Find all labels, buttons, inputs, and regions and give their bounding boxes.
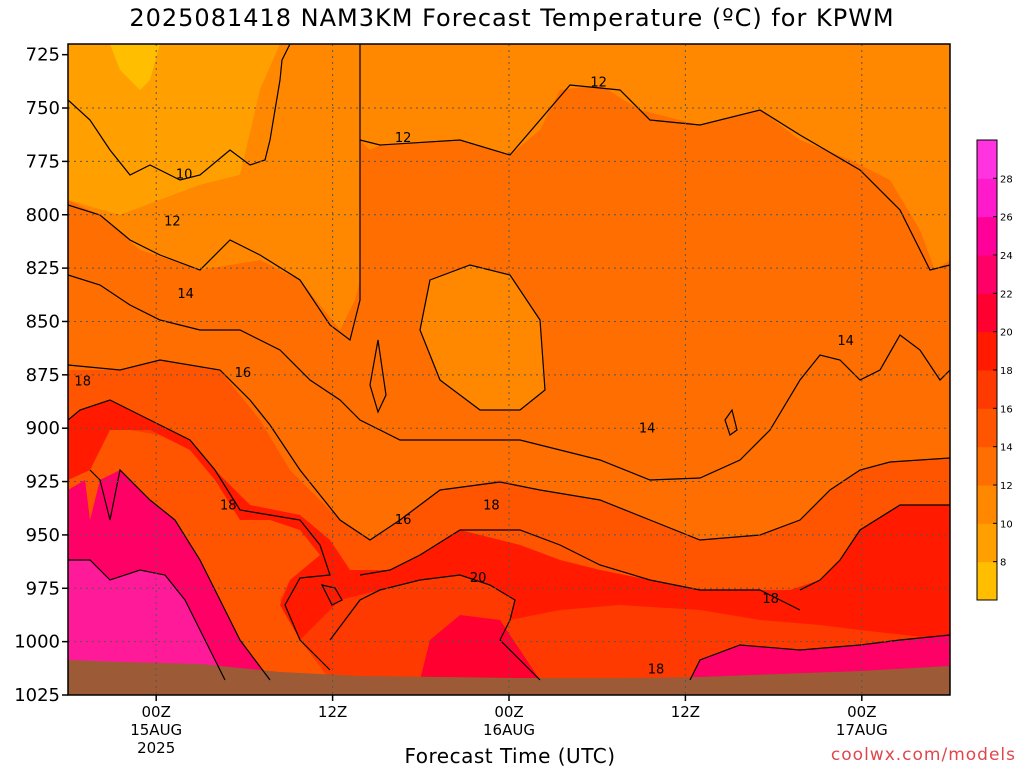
grid-lines [68,44,950,695]
colorbar-tick-label: 28 [1000,174,1013,185]
contour-label: 12 [395,131,412,146]
ground [68,660,950,695]
band-10-upper [68,44,950,270]
y-tick-label: 850 [26,311,60,332]
colorbar-tick-label: 20 [1000,328,1013,339]
band-24 [68,560,225,680]
colorbar-tick-label: 18 [1000,366,1013,377]
contour-24 [68,559,226,681]
colorbar-segment [977,370,997,409]
y-axis: 725 750 775 800 825 850 875 900 925 950 975 1000 102… [14,45,68,706]
contour-small-3 [320,584,343,606]
contour-label: 16 [235,366,252,381]
y-tick-label: 825 [26,258,60,279]
y-tick-label: 975 [26,578,60,599]
y-tick-label: 775 [26,151,60,172]
y-tick-label: 1000 [14,632,60,653]
contour-10 [68,44,291,181]
contour-label: 20 [470,571,487,586]
colorbar-segment [977,523,997,563]
contour-label: 18 [762,592,779,607]
contour-label: 12 [164,214,181,229]
contour-label: 14 [177,287,194,302]
contour-18-mid [359,529,801,611]
y-tick-label: 1025 [14,685,60,706]
band-20-dome [420,615,540,680]
contour-label: 14 [639,421,656,436]
band-14-left [68,270,950,540]
contour-18-left [68,399,331,671]
y-tick-label: 925 [26,472,60,493]
band-12-island [420,265,545,410]
contour-label: 18 [648,663,665,678]
contour-small-1 [369,339,387,414]
band-10-left [68,44,280,215]
contour-label: 10 [176,167,193,182]
colorbar-segment [977,216,997,256]
band-16-band [68,400,950,670]
x-tick-label: 16AUG [483,721,535,739]
chart-title: 2025081418 NAM3KM Forecast Temperature (… [129,4,895,32]
y-tick-label: 725 [26,45,60,66]
colorbar-segment [977,255,997,294]
colorbar-tick-label: 22 [1000,289,1013,300]
x-tick-label: 00Z [142,703,171,721]
y-tick-label: 900 [26,418,60,439]
colorbar-tick-label: 12 [1000,481,1013,492]
x-tick-label: 17AUG [836,721,888,739]
contour-lines [68,44,950,681]
contour-small-2 [724,408,738,436]
colorbar-tick-label: 8 [1000,558,1006,569]
colorbar-segment [977,485,997,524]
colorbar-segment [977,140,997,179]
contour-labels: 10 12 14 16 18 18 12 12 16 18 20 14 14 18 18 [74,76,853,678]
colorbar-tick-label: 10 [1000,519,1013,530]
x-tick-label: 15AUG [130,721,182,739]
colorbar-segment [977,178,997,218]
contour-label: 12 [590,76,607,91]
y-tick-label: 750 [26,98,60,119]
contour-label: 16 [395,513,412,528]
contour-label: 18 [74,375,91,390]
colorbar-segment [977,408,997,448]
contour-18-right [799,504,950,591]
x-axis-title: Forecast Time (UTC) [404,744,616,768]
colorbar-segment [977,331,997,371]
contour-20-right [689,634,950,681]
colorbar-segment [977,561,997,601]
colorbar-segment [977,446,997,486]
credit-link[interactable]: coolwx.com/models [830,745,1016,765]
x-tick-label: 12Z [318,703,347,721]
y-tick-label: 950 [26,525,60,546]
colorbar-segment [977,293,997,333]
x-tick-label: 00Z [494,703,523,721]
y-tick-label: 800 [26,205,60,226]
contour-label: 18 [220,498,237,513]
x-tick-label: 12Z [671,703,700,721]
contour-12-island [419,264,546,411]
colorbar: 28 26 24 22 20 18 16 14 12 10 8 [976,139,1013,601]
contour-12-upper [359,84,950,271]
contour-22 [89,468,271,681]
contour-label: 18 [483,498,500,513]
band-8 [110,44,160,90]
colorbar-tick-label: 16 [1000,404,1013,415]
colorbar-tick-label: 26 [1000,213,1013,224]
x-tick-label: 00Z [847,703,876,721]
plot-area [68,44,950,695]
colorbar-tick-label: 14 [1000,443,1013,454]
contour-14-left [68,274,950,481]
colorbar-tick-label: 24 [1000,251,1013,262]
contour-20 [329,574,541,681]
y-tick-label: 875 [26,365,60,386]
contour-12-left [68,44,361,342]
contour-label: 14 [837,334,854,349]
band-12-left [68,44,360,330]
contour-16 [68,359,950,541]
x-tick-label: 2025 [137,739,175,757]
